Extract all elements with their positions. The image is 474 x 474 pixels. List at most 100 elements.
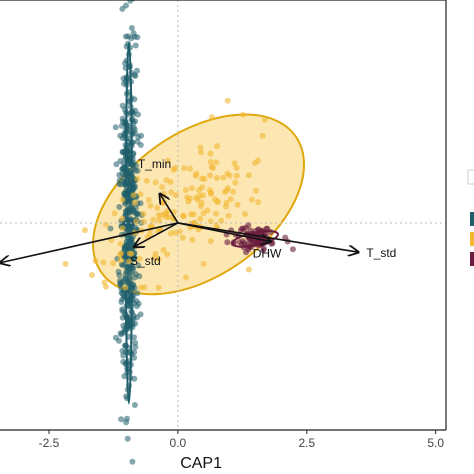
data-point [135, 134, 142, 141]
data-point [119, 348, 126, 354]
data-point [150, 216, 157, 223]
data-point [154, 204, 161, 211]
data-point [101, 279, 108, 286]
data-point [89, 272, 95, 278]
data-point [126, 357, 133, 364]
vector-label-s-std: S_std [130, 254, 161, 268]
data-point [197, 203, 204, 210]
data-point [125, 280, 132, 286]
data-point [198, 149, 204, 156]
data-point [207, 150, 214, 157]
data-point [145, 196, 152, 203]
data-point [133, 218, 139, 225]
vector-arrow-s-std [134, 222, 179, 247]
data-point [207, 218, 214, 225]
data-point [196, 187, 203, 193]
data-point [230, 188, 237, 195]
data-point [124, 74, 131, 81]
data-point [214, 143, 221, 150]
data-point [127, 374, 134, 381]
data-point [160, 247, 167, 253]
data-point [92, 257, 99, 264]
data-point [134, 167, 141, 174]
data-point [232, 179, 239, 186]
data-point [127, 0, 134, 4]
data-point [119, 102, 126, 109]
data-point [135, 262, 142, 269]
data-point [122, 33, 129, 40]
plot-frame [0, 0, 447, 431]
data-point [197, 215, 204, 222]
data-point [159, 184, 165, 190]
data-point [261, 245, 267, 252]
legend-key-maroon [470, 252, 474, 266]
data-point [168, 230, 174, 237]
data-point [134, 290, 141, 297]
data-point [187, 165, 194, 172]
data-point [124, 243, 130, 250]
data-point [213, 159, 220, 166]
vector-arrow-unlabeled [0, 222, 179, 263]
data-point [123, 211, 130, 218]
data-point [127, 349, 134, 356]
vector-arrow-dhw [177, 222, 271, 242]
data-point [116, 177, 123, 184]
data-point [131, 199, 138, 206]
data-point [218, 217, 225, 224]
data-point [147, 202, 154, 209]
data-point [227, 196, 234, 203]
data-point [152, 179, 159, 186]
data-point [207, 159, 214, 165]
data-point [132, 42, 139, 49]
data-point [125, 135, 132, 142]
data-point [193, 170, 200, 177]
data-point [222, 203, 229, 210]
data-point [189, 236, 196, 243]
data-point [119, 196, 126, 203]
data-point [282, 234, 289, 241]
data-point [132, 344, 139, 350]
data-point [255, 199, 262, 206]
data-point [243, 249, 249, 256]
data-point [245, 266, 252, 273]
data-point [183, 274, 189, 281]
data-point [125, 235, 132, 242]
data-point [126, 303, 133, 310]
data-point [200, 192, 207, 199]
data-point [123, 82, 130, 88]
data-point [289, 246, 296, 253]
data-point [148, 222, 155, 229]
data-point [126, 258, 133, 265]
data-point [124, 142, 130, 149]
data-point [132, 72, 139, 79]
data-point [126, 298, 133, 305]
data-point [116, 272, 123, 279]
reference-lines [0, 0, 446, 430]
data-point [134, 34, 141, 41]
data-point [214, 198, 221, 205]
data-point [81, 227, 88, 234]
data-point [129, 160, 136, 167]
data-point [130, 124, 137, 131]
data-point [140, 218, 147, 225]
data-point [137, 284, 144, 291]
data-point [231, 160, 238, 167]
data-point [165, 214, 172, 220]
data-point [224, 187, 231, 194]
data-point [230, 240, 237, 247]
data-point [128, 170, 135, 177]
data-point [131, 354, 138, 361]
legend-fragment [467, 169, 474, 266]
data-point [179, 234, 186, 241]
data-point [253, 187, 259, 194]
data-point [137, 142, 144, 148]
data-point [131, 402, 138, 408]
data-point [129, 458, 136, 465]
data-point [116, 337, 122, 344]
vector-label-t-min: T_min [138, 157, 171, 171]
data-point [242, 211, 248, 218]
data-point [122, 171, 129, 178]
data-point [124, 180, 131, 187]
data-point [172, 164, 179, 171]
